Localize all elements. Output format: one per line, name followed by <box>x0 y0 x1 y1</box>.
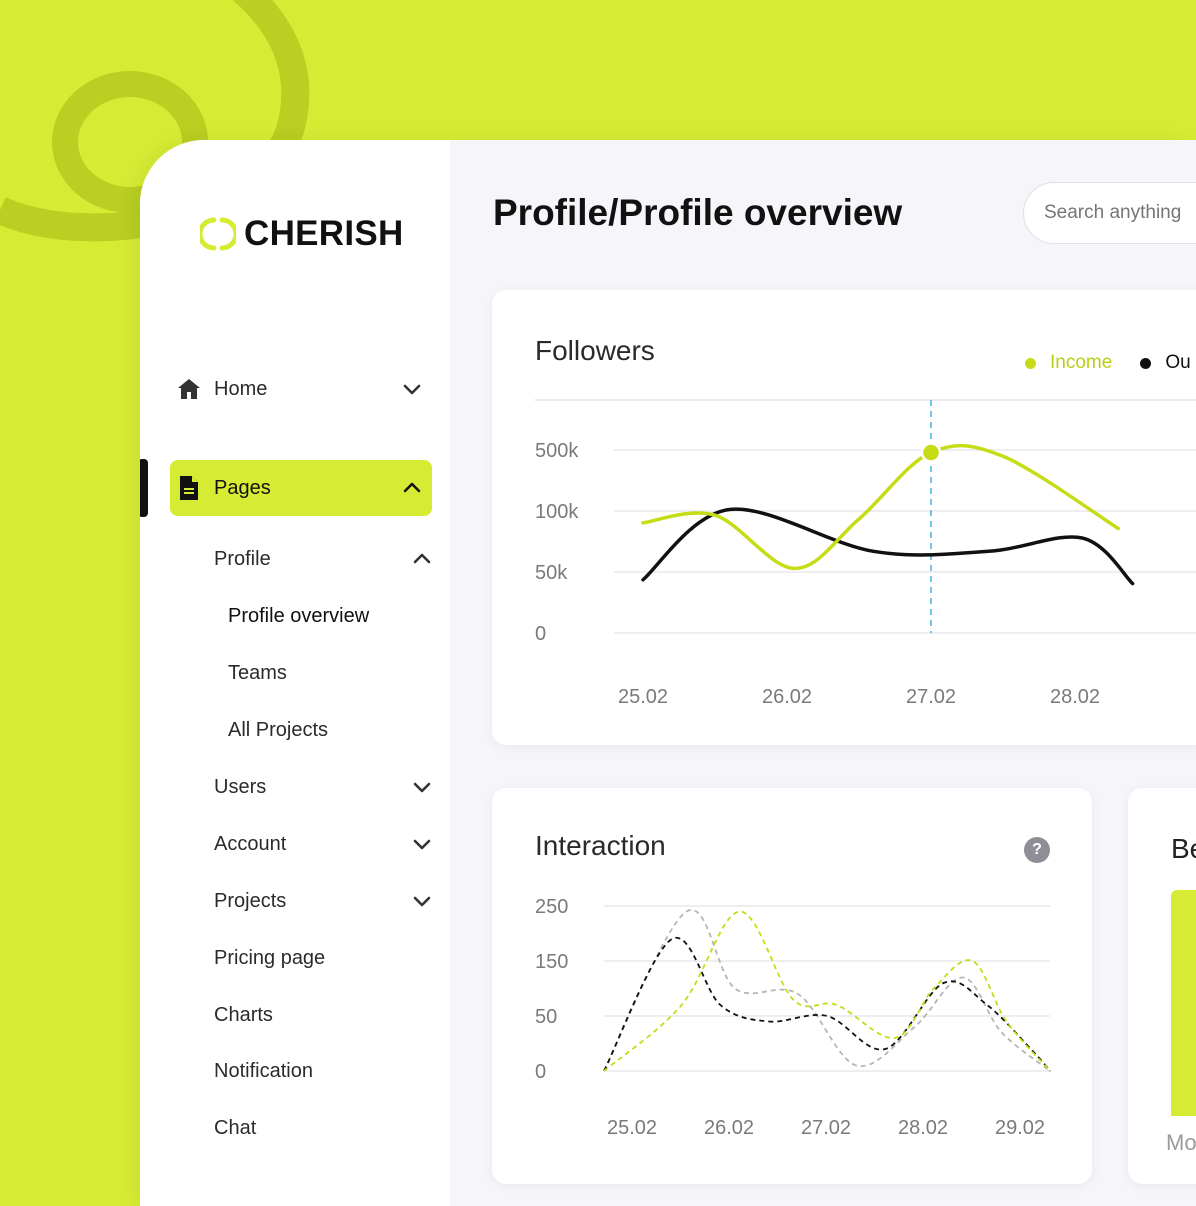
y-tick-label: 150 <box>535 951 568 973</box>
bar-block <box>1171 890 1196 1116</box>
chevron-up-icon[interactable] <box>410 547 434 571</box>
x-tick-label: 28.02 <box>898 1117 948 1139</box>
sidebar-item-projects[interactable]: Projects <box>214 886 434 916</box>
chevron-up-icon[interactable] <box>400 476 424 500</box>
legend-label: Income <box>1050 352 1113 373</box>
legend-item-income[interactable]: Income <box>1025 352 1112 374</box>
x-tick-label: 27.02 <box>801 1117 851 1139</box>
sidebar-item-label: Profile <box>214 547 271 570</box>
x-tick-label: 28.02 <box>1050 686 1100 708</box>
sidebar-item-pricing-page[interactable]: Pricing page <box>214 943 434 973</box>
interaction-title: Interaction <box>535 830 666 861</box>
y-tick-label: 100k <box>535 501 579 523</box>
sidebar-item-home[interactable]: Home <box>170 361 432 417</box>
sidebar-item-label: Charts <box>214 1003 273 1026</box>
sidebar-item-profile-overview[interactable]: Profile overview <box>228 601 448 631</box>
y-tick-label: 50 <box>535 1006 557 1028</box>
series-line-dashed <box>603 910 1051 1072</box>
sidebar-item-label: Home <box>214 377 268 400</box>
y-tick-label: 0 <box>535 623 546 645</box>
sidebar-item-label: Pricing page <box>214 946 326 969</box>
series-line-dashed <box>603 909 1051 1072</box>
interaction-card: Interaction ? 250 150 50 0 25.02 26.02 27.02 28… <box>492 788 1092 1184</box>
sidebar-item-label: All Projects <box>228 718 329 741</box>
legend-item-outcome[interactable]: Ou <box>1140 352 1191 374</box>
sidebar-item-charts[interactable]: Charts <box>214 1000 434 1030</box>
sidebar-item-chat[interactable]: Chat <box>214 1113 434 1143</box>
sidebar-item-account[interactable]: Account <box>214 829 434 859</box>
legend-dot <box>1025 357 1036 369</box>
legend-dot <box>1140 357 1152 369</box>
cherish-logo-icon <box>200 217 236 251</box>
sidebar-item-all-projects[interactable]: All Projects <box>228 715 448 745</box>
sidebar-item-label: Users <box>214 775 267 798</box>
followers-title: Followers <box>535 335 655 366</box>
sidebar-item-label: Profile overview <box>228 604 370 627</box>
brand-name: CHERISH <box>244 214 404 253</box>
main-content: Profile/Profile overview Followers Incom… <box>450 140 1196 1206</box>
interaction-chart: 250 150 50 0 25.02 26.02 27.02 28.02 29.02 <box>535 896 1051 1139</box>
third-card-footer: Mo <box>1166 1130 1196 1155</box>
y-tick-label: 50k <box>535 562 568 584</box>
sidebar-item-label: Account <box>214 832 287 855</box>
third-card: Be Mo <box>1128 788 1196 1184</box>
sidebar-item-teams[interactable]: Teams <box>228 658 448 688</box>
x-tick-label: 27.02 <box>906 686 956 708</box>
sidebar-item-label: Pages <box>214 476 271 499</box>
app-window: CHERISH Home Pages Profile Profile overv… <box>140 140 1196 1206</box>
x-tick-label: 25.02 <box>618 686 668 708</box>
x-tick-label: 29.02 <box>995 1117 1045 1139</box>
x-tick-label: 25.02 <box>607 1117 657 1139</box>
active-indicator <box>140 459 148 517</box>
sidebar-item-notification[interactable]: Notification <box>214 1056 434 1086</box>
chevron-down-icon[interactable] <box>410 832 434 856</box>
sidebar-item-label: Projects <box>214 889 287 912</box>
page-title: Profile/Profile overview <box>493 192 903 233</box>
legend-label: Ou <box>1165 352 1191 373</box>
search-input[interactable] <box>1023 182 1196 244</box>
third-card-title: Be <box>1171 833 1196 864</box>
sidebar: CHERISH Home Pages Profile Profile overv… <box>140 140 450 1206</box>
x-tick-label: 26.02 <box>762 686 812 708</box>
chevron-down-icon[interactable] <box>410 775 434 799</box>
sidebar-item-pages[interactable]: Pages <box>170 460 432 516</box>
sidebar-item-profile[interactable]: Profile <box>214 544 434 574</box>
sidebar-item-label: Teams <box>228 661 287 684</box>
highlight-point[interactable] <box>920 442 942 463</box>
series-line-income <box>641 443 1120 571</box>
followers-card: Followers Income Ou 500k 100k 50k 0 25.02 26.… <box>492 290 1196 745</box>
brand-logo[interactable]: CHERISH <box>200 214 404 254</box>
y-tick-label: 250 <box>535 896 568 918</box>
chevron-down-icon[interactable] <box>400 377 424 401</box>
y-tick-label: 500k <box>535 440 579 462</box>
chevron-down-icon[interactable] <box>410 889 434 913</box>
document-icon <box>176 475 202 501</box>
series-line-ou <box>641 507 1135 586</box>
followers-legend: Income Ou <box>1025 352 1196 374</box>
series-line-dashed <box>603 936 1051 1072</box>
home-icon <box>176 376 202 402</box>
y-tick-label: 0 <box>535 1061 546 1083</box>
sidebar-item-users[interactable]: Users <box>214 772 434 802</box>
sidebar-item-label: Chat <box>214 1116 257 1139</box>
help-icon[interactable]: ? <box>1024 837 1050 863</box>
x-tick-label: 26.02 <box>704 1117 754 1139</box>
sidebar-item-label: Notification <box>214 1059 313 1082</box>
